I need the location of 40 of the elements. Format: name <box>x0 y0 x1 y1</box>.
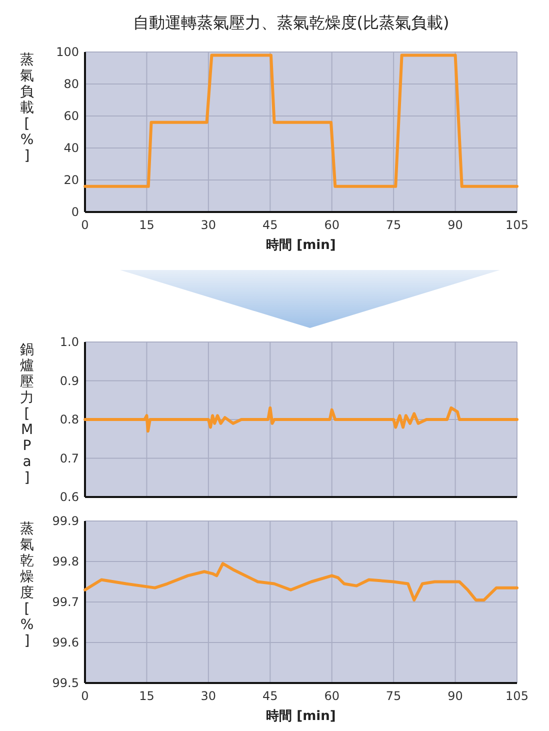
y-tick-label: 0.9 <box>60 374 79 388</box>
y-tick-label: 99.5 <box>52 676 79 690</box>
y-tick-label: 80 <box>64 77 79 91</box>
x-tick-label: 15 <box>139 218 154 232</box>
y-tick-label: 60 <box>64 109 79 123</box>
y-axis-title: 蒸氣乾燥度[%] <box>20 521 34 649</box>
x-tick-label: 0 <box>81 689 89 703</box>
y-tick-label: 0 <box>71 205 79 219</box>
x-tick-label: 45 <box>262 689 278 703</box>
x-tick-label: 90 <box>448 689 463 703</box>
x-tick-label: 75 <box>386 218 402 232</box>
y-tick-label: 0.6 <box>60 490 79 504</box>
x-axis-title: 時間 [min] <box>266 709 336 724</box>
y-tick-label: 1.0 <box>60 335 79 349</box>
x-tick-label: 30 <box>200 218 216 232</box>
x-tick-label: 60 <box>324 218 340 232</box>
y-axis-title: 蒸氣負載[%] <box>20 52 34 164</box>
y-tick-label: 99.8 <box>52 554 79 568</box>
y-tick-label: 0.8 <box>60 412 79 426</box>
x-tick-label: 0 <box>81 218 89 232</box>
y-tick-label: 99.9 <box>52 514 79 528</box>
y-tick-label: 99.7 <box>52 595 79 609</box>
y-tick-label: 99.6 <box>52 636 79 650</box>
x-tick-label: 75 <box>386 689 402 703</box>
x-tick-label: 45 <box>262 218 278 232</box>
y-tick-label: 40 <box>64 141 79 155</box>
x-tick-label: 30 <box>200 689 216 703</box>
x-tick-label: 90 <box>448 218 463 232</box>
y-tick-label: 100 <box>56 45 79 59</box>
x-axis-title: 時間 [min] <box>266 238 336 253</box>
y-tick-label: 0.7 <box>60 451 79 466</box>
x-tick-label: 60 <box>324 689 340 703</box>
line-series <box>84 406 518 433</box>
chart-title: 自動運轉蒸氣壓力、蒸氣乾燥度(比蒸氣負載) <box>132 13 450 32</box>
text: 鍋爐壓力[MPa] <box>20 342 34 486</box>
line-series <box>84 562 518 602</box>
x-tick-label: 105 <box>506 218 528 232</box>
x-tick-label: 15 <box>139 689 154 703</box>
y-tick-label: 20 <box>64 173 79 187</box>
x-tick-label: 105 <box>506 689 528 703</box>
